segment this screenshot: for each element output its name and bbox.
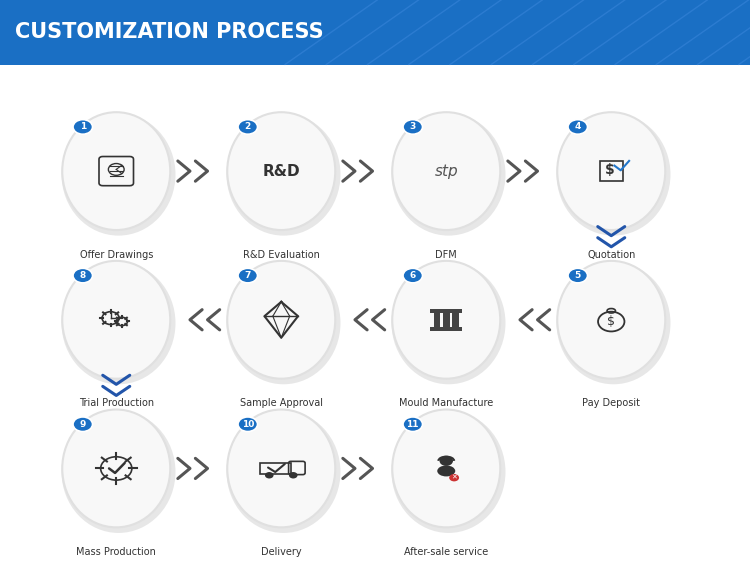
Text: CUSTOMIZATION PROCESS: CUSTOMIZATION PROCESS <box>15 22 324 42</box>
Circle shape <box>73 268 92 283</box>
Text: Sample Approval: Sample Approval <box>240 398 322 408</box>
Circle shape <box>289 472 298 479</box>
Ellipse shape <box>226 411 340 533</box>
Text: R&D Evaluation: R&D Evaluation <box>243 250 320 260</box>
Circle shape <box>73 119 92 134</box>
Text: 7: 7 <box>244 271 251 280</box>
Ellipse shape <box>392 411 506 533</box>
Text: 1: 1 <box>80 122 86 131</box>
FancyBboxPatch shape <box>430 309 463 312</box>
Text: 5: 5 <box>574 271 581 280</box>
Ellipse shape <box>62 113 176 236</box>
Text: ✕: ✕ <box>452 475 457 481</box>
Text: Quotation: Quotation <box>587 250 635 260</box>
Circle shape <box>238 119 257 134</box>
Text: Pay Deposit: Pay Deposit <box>582 398 640 408</box>
Ellipse shape <box>437 466 455 476</box>
Text: Mass Production: Mass Production <box>76 547 156 557</box>
Ellipse shape <box>227 261 335 379</box>
Circle shape <box>449 474 459 481</box>
Ellipse shape <box>392 113 506 236</box>
Ellipse shape <box>62 411 176 533</box>
Circle shape <box>238 417 257 431</box>
FancyBboxPatch shape <box>452 312 459 328</box>
Text: 2: 2 <box>244 122 251 131</box>
Text: 4: 4 <box>574 122 581 131</box>
Ellipse shape <box>392 262 506 384</box>
Text: 3: 3 <box>410 122 416 131</box>
Ellipse shape <box>556 262 670 384</box>
Ellipse shape <box>62 261 170 379</box>
Ellipse shape <box>227 410 335 527</box>
Text: DFM: DFM <box>435 250 457 260</box>
Circle shape <box>238 268 257 283</box>
Circle shape <box>403 119 422 134</box>
Text: 9: 9 <box>80 420 86 429</box>
Text: stp: stp <box>434 164 458 178</box>
Text: $: $ <box>608 315 615 328</box>
Circle shape <box>440 456 453 466</box>
Ellipse shape <box>226 113 340 236</box>
Ellipse shape <box>62 262 176 384</box>
FancyBboxPatch shape <box>430 327 463 330</box>
Text: 10: 10 <box>242 420 254 429</box>
Ellipse shape <box>392 112 500 230</box>
Ellipse shape <box>392 410 500 527</box>
Ellipse shape <box>392 261 500 379</box>
Ellipse shape <box>227 112 335 230</box>
Text: R&D: R&D <box>262 164 300 178</box>
Ellipse shape <box>62 410 170 527</box>
Ellipse shape <box>62 112 170 230</box>
Text: 6: 6 <box>410 271 416 280</box>
Text: Trial Production: Trial Production <box>79 398 154 408</box>
Circle shape <box>73 417 92 431</box>
Circle shape <box>403 268 422 283</box>
Text: 8: 8 <box>80 271 86 280</box>
FancyBboxPatch shape <box>433 312 440 328</box>
Circle shape <box>568 119 587 134</box>
Circle shape <box>403 417 422 431</box>
Ellipse shape <box>557 261 665 379</box>
Circle shape <box>568 268 587 283</box>
Text: Delivery: Delivery <box>261 547 302 557</box>
FancyBboxPatch shape <box>0 0 750 65</box>
Circle shape <box>265 472 274 479</box>
Text: Mould Manufacture: Mould Manufacture <box>399 398 494 408</box>
Ellipse shape <box>556 113 670 236</box>
Text: Offer Drawings: Offer Drawings <box>80 250 153 260</box>
Ellipse shape <box>557 112 665 230</box>
Text: 11: 11 <box>406 420 419 429</box>
Text: After-sale service: After-sale service <box>404 547 488 557</box>
Ellipse shape <box>226 262 340 384</box>
Text: $: $ <box>605 163 615 177</box>
FancyBboxPatch shape <box>443 312 449 328</box>
